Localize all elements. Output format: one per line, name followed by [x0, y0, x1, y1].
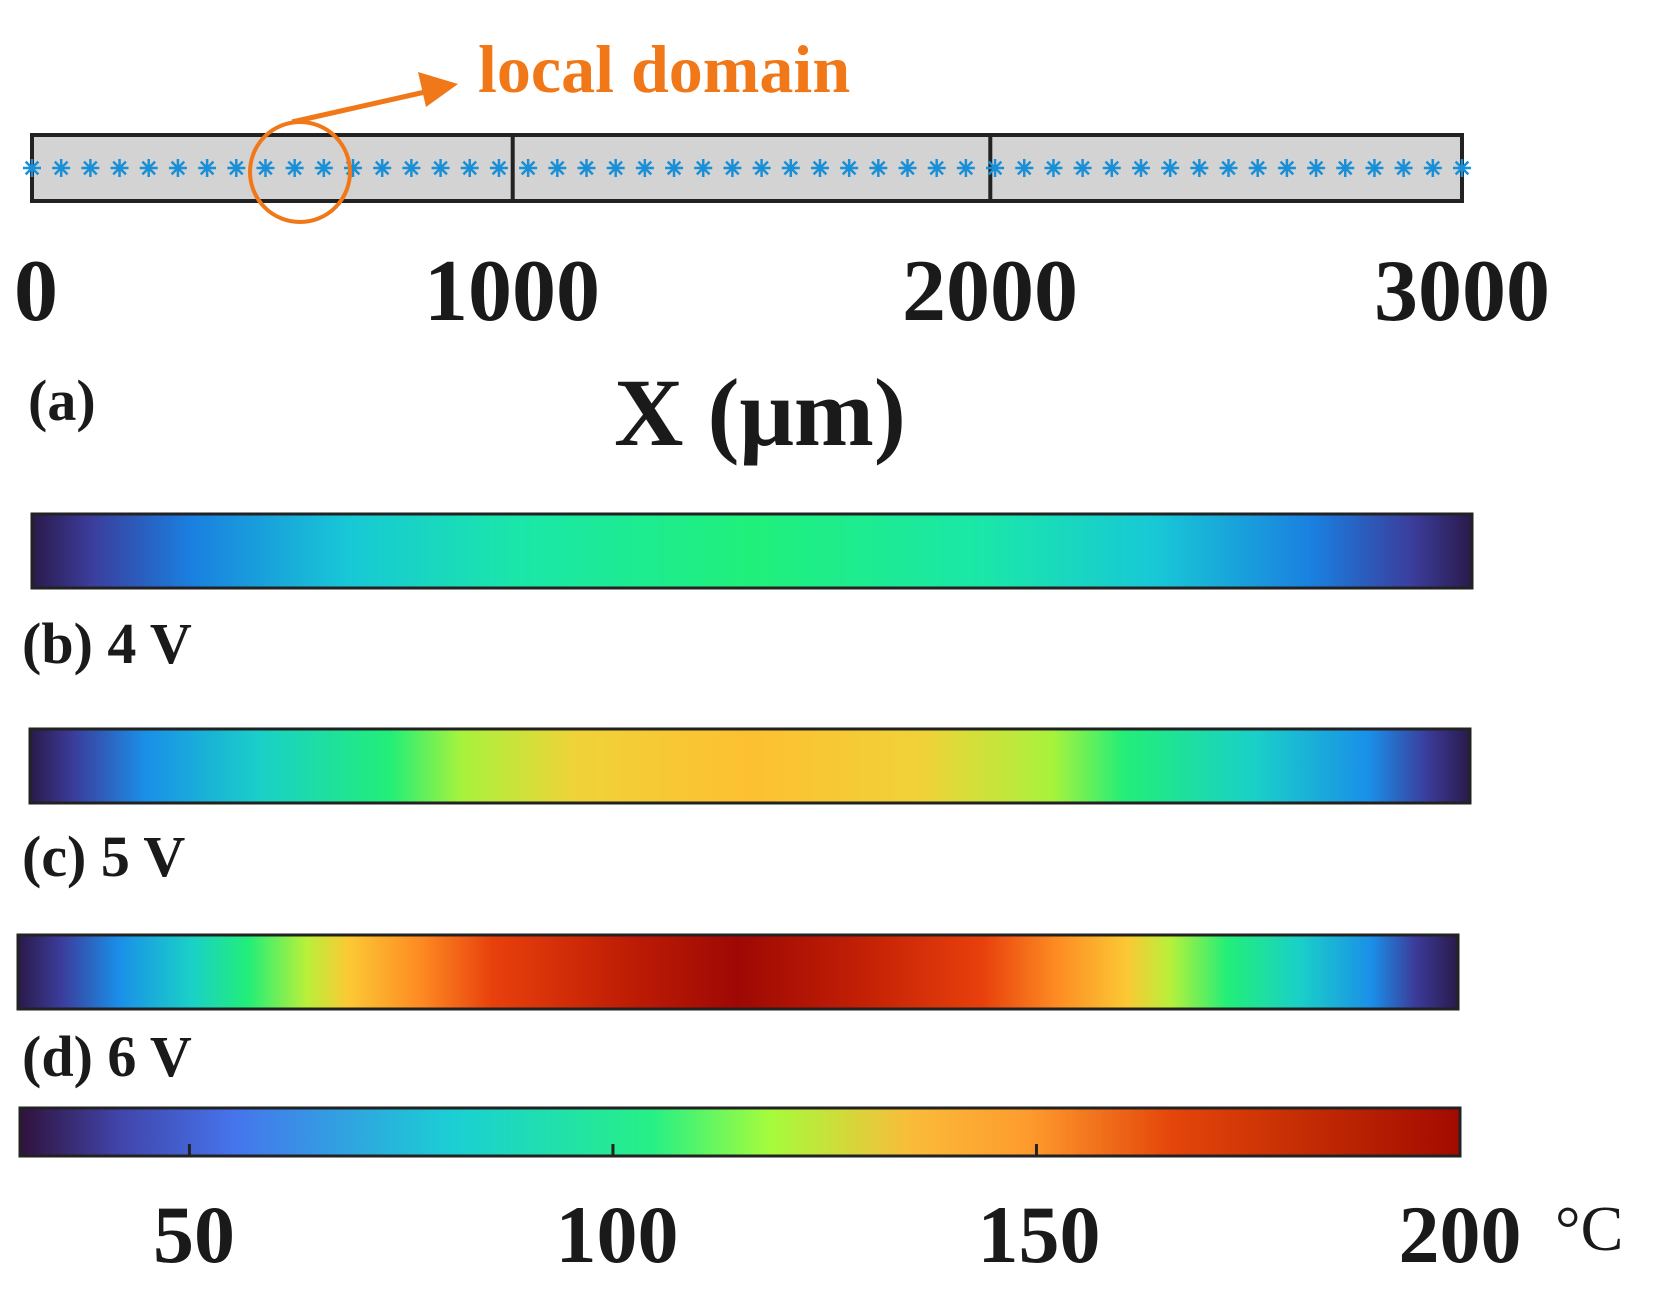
x-axis-label: X (μm): [614, 359, 906, 466]
mesh-node-marker: [1161, 159, 1180, 177]
x-tick-label-3000: 3000: [1374, 243, 1550, 340]
mesh-node-marker: [1015, 159, 1034, 177]
mesh-node-marker: [781, 159, 800, 177]
mesh-node-marker: [344, 159, 363, 177]
mesh-node-marker: [548, 159, 567, 177]
mesh-node-marker: [1394, 159, 1413, 177]
local-domain-circle: [248, 120, 352, 224]
colorbar-tick-marks: [187, 1144, 1462, 1156]
mesh-node-marker: [606, 159, 625, 177]
colorbar-tick-label-100: 100: [556, 1189, 679, 1280]
panel-b-label: (b) 4 V: [22, 611, 192, 676]
x-axis-tick-labels: 0 1000 2000 3000: [14, 243, 1550, 340]
mesh-node-marker: [840, 159, 859, 177]
heat-strip-6v: [16, 933, 1460, 1011]
heat-strip-4v: [30, 512, 1474, 590]
x-tick-label-1000: 1000: [424, 243, 600, 340]
colorbar-unit: °C: [1555, 1193, 1623, 1264]
colorbar-tick-label-150: 150: [978, 1189, 1101, 1280]
mesh-node-marker: [519, 159, 538, 177]
colorbar-tick-label-200: 200: [1399, 1189, 1522, 1280]
local-domain-label: local domain: [478, 31, 850, 107]
mesh-node-marker: [898, 159, 917, 177]
mesh-nodes: [23, 159, 1471, 177]
mesh-node-marker: [168, 159, 187, 177]
mesh-node-marker: [694, 159, 713, 177]
x-tick-label-0: 0: [14, 243, 58, 340]
mesh-node-marker: [869, 159, 888, 177]
mesh-node-marker: [1190, 159, 1209, 177]
mesh-node-marker: [1219, 159, 1238, 177]
mesh-node-marker: [1044, 159, 1063, 177]
mesh-node-marker: [285, 159, 304, 177]
mesh-node-marker: [986, 159, 1005, 177]
mesh-node-marker: [23, 159, 41, 177]
mesh-node-marker: [1423, 159, 1442, 177]
panel-a-bar: [30, 133, 1464, 203]
mesh-node-marker: [1131, 159, 1150, 177]
local-domain-arrow-shaft: [291, 89, 426, 125]
mesh-node-marker: [810, 159, 829, 177]
mesh-node-marker: [577, 159, 596, 177]
mesh-node-marker: [198, 159, 217, 177]
local-domain-annotation: local domain: [291, 31, 850, 125]
panel-a-structure: [23, 120, 1471, 224]
local-domain-arrow-head: [418, 72, 458, 107]
colorbar: 50 100 150 200 °C: [18, 1106, 1623, 1280]
mesh-node-marker: [52, 159, 71, 177]
colorbar-tick-labels: 50 100 150 200: [153, 1189, 1522, 1280]
mesh-node-marker: [256, 159, 275, 177]
mesh-node-marker: [1248, 159, 1267, 177]
mesh-node-marker: [1073, 159, 1092, 177]
mesh-node-marker: [227, 159, 246, 177]
mesh-node-marker: [1453, 159, 1471, 177]
mesh-node-marker: [314, 159, 333, 177]
mesh-node-marker: [956, 159, 975, 177]
mesh-node-marker: [373, 159, 392, 177]
panel-c-label: (c) 5 V: [22, 824, 185, 889]
mesh-node-marker: [1307, 159, 1326, 177]
mesh-node-marker: [139, 159, 158, 177]
mesh-node-marker: [927, 159, 946, 177]
mesh-node-marker: [110, 159, 129, 177]
mesh-node-marker: [402, 159, 421, 177]
mesh-node-marker: [489, 159, 508, 177]
x-tick-label-2000: 2000: [902, 243, 1078, 340]
mesh-node-marker: [723, 159, 742, 177]
mesh-node-marker: [635, 159, 654, 177]
mesh-node-marker: [460, 159, 479, 177]
mesh-node-marker: [1365, 159, 1384, 177]
mesh-node-marker: [431, 159, 450, 177]
mesh-node-marker: [81, 159, 100, 177]
mesh-node-marker: [1277, 159, 1296, 177]
mesh-node-marker: [1102, 159, 1121, 177]
mesh-node-marker: [665, 159, 684, 177]
panel-d-label: (d) 6 V: [22, 1024, 192, 1089]
mesh-node-marker: [752, 159, 771, 177]
panel-a-label: (a): [28, 368, 96, 433]
mesh-node-marker: [1336, 159, 1355, 177]
colorbar-tick-label-50: 50: [153, 1189, 235, 1280]
heat-strip-5v: [28, 727, 1472, 805]
colorbar-gradient: [18, 1106, 1462, 1158]
